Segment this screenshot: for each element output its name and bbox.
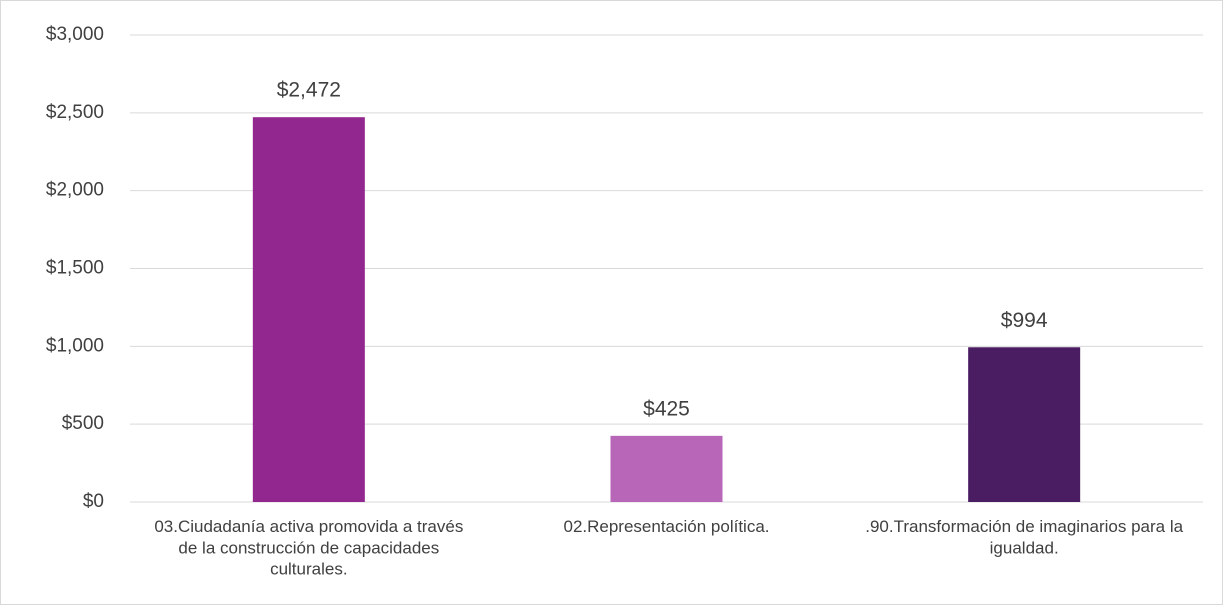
bar	[252, 117, 365, 502]
y-tick-label: $3,000	[46, 24, 104, 45]
x-tick-label: 03.Ciudadanía activa promovida a través d…	[154, 517, 463, 579]
value-label: $425	[643, 397, 690, 420]
y-tick-label: $1,500	[46, 258, 104, 279]
y-tick-label: $2,500	[46, 102, 104, 123]
x-tick-label: .90.Transformación de imaginarios para l…	[865, 517, 1183, 557]
value-label: $2,472	[277, 79, 341, 102]
bar	[968, 347, 1081, 502]
bar	[610, 435, 723, 502]
y-tick-label: $2,000	[46, 180, 104, 201]
y-tick-label: $0	[83, 491, 104, 512]
value-label: $994	[1001, 309, 1048, 332]
y-tick-label: $500	[62, 413, 104, 434]
y-tick-label: $1,000	[46, 335, 104, 356]
x-tick-label: 02.Representación política.	[563, 517, 769, 536]
